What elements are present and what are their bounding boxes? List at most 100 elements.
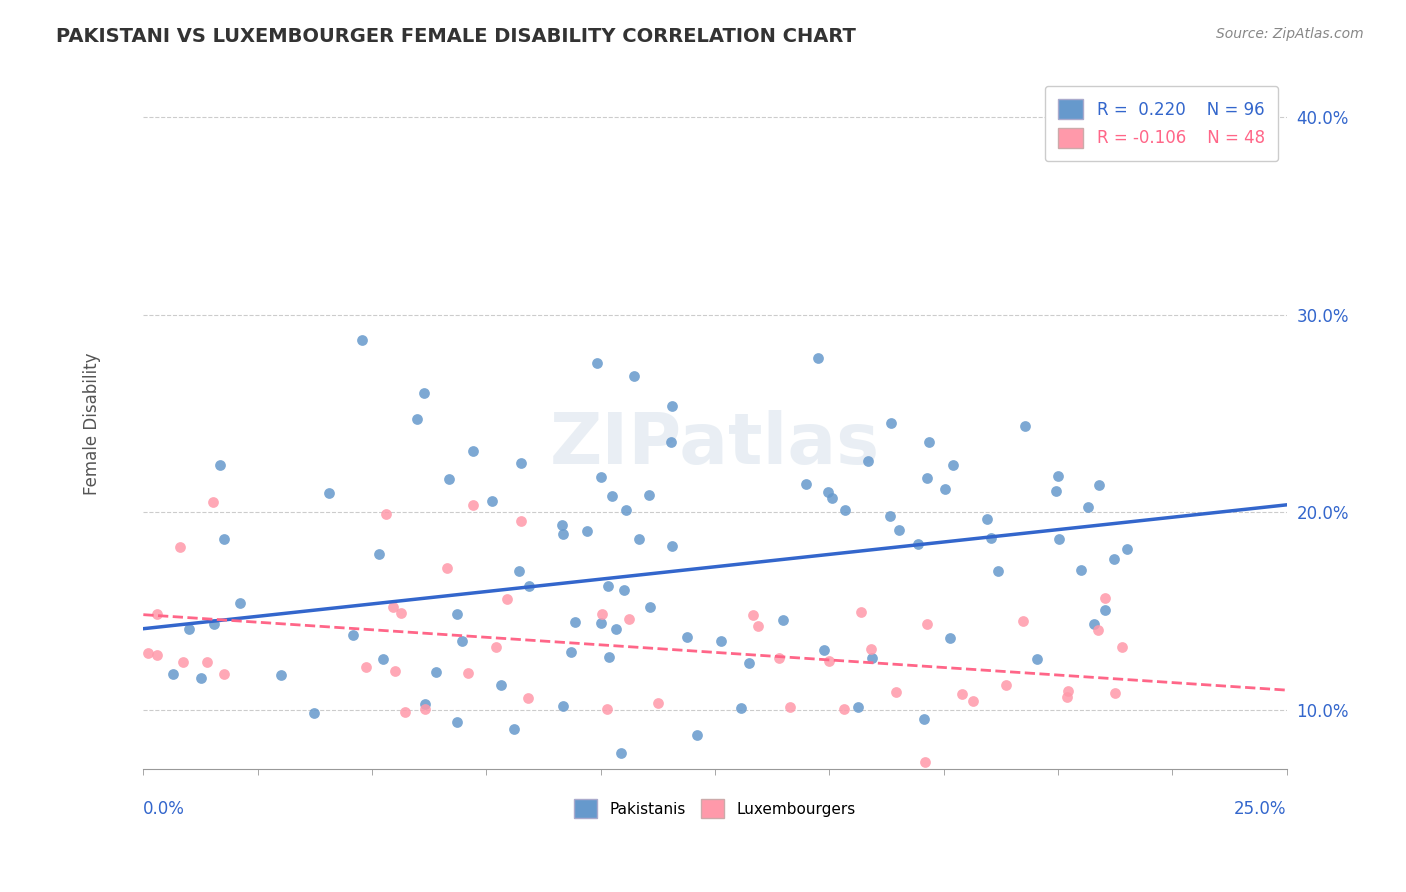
Point — [318, 485, 340, 500]
Point — [1083, 617, 1105, 632]
Point — [270, 668, 292, 682]
Point — [384, 664, 406, 678]
Point — [807, 351, 830, 365]
Point — [598, 650, 620, 665]
Point — [509, 456, 531, 470]
Point — [686, 728, 709, 742]
Point — [907, 537, 929, 551]
Point — [661, 399, 683, 413]
Point — [662, 789, 685, 804]
Point — [1047, 469, 1070, 483]
Point — [446, 714, 468, 729]
Point — [212, 666, 235, 681]
Point — [595, 701, 617, 715]
Point — [950, 687, 973, 701]
Point — [912, 712, 935, 726]
Point — [1087, 624, 1109, 638]
Point — [269, 802, 291, 816]
Point — [1012, 614, 1035, 628]
Point — [613, 583, 636, 598]
Text: 25.0%: 25.0% — [1234, 800, 1286, 818]
Point — [614, 502, 637, 516]
Point — [747, 619, 769, 633]
Point — [858, 454, 880, 468]
Point — [859, 642, 882, 657]
Point — [550, 517, 572, 532]
Point — [914, 755, 936, 769]
Point — [495, 591, 517, 606]
Point — [637, 488, 659, 502]
Point — [917, 471, 939, 485]
Point — [461, 499, 484, 513]
Point — [485, 640, 508, 655]
Point — [879, 509, 901, 524]
Point — [491, 678, 513, 692]
Point — [145, 607, 167, 622]
Point — [214, 532, 236, 546]
Point — [834, 702, 856, 716]
Point — [610, 747, 633, 761]
Point — [1088, 478, 1111, 492]
Point — [1111, 640, 1133, 655]
Point — [1104, 551, 1126, 566]
Point — [519, 579, 541, 593]
Point — [591, 615, 613, 630]
Point — [1094, 591, 1116, 606]
Point — [779, 699, 801, 714]
Point — [229, 596, 252, 610]
Text: 0.0%: 0.0% — [143, 800, 186, 818]
Point — [600, 489, 623, 503]
Point — [413, 697, 436, 711]
Point — [146, 648, 169, 662]
Point — [817, 484, 839, 499]
Point — [437, 472, 460, 486]
Point — [302, 706, 325, 721]
Point — [884, 685, 907, 699]
Point — [794, 476, 817, 491]
Point — [177, 622, 200, 636]
Point — [202, 495, 225, 509]
Point — [742, 607, 765, 622]
Point — [659, 435, 682, 450]
Point — [623, 368, 645, 383]
Point — [1045, 484, 1067, 499]
Point — [851, 605, 873, 619]
Point — [976, 511, 998, 525]
Text: PAKISTANI VS LUXEMBOURGER FEMALE DISABILITY CORRELATION CHART: PAKISTANI VS LUXEMBOURGER FEMALE DISABIL… — [56, 27, 856, 45]
Point — [1047, 532, 1070, 546]
Point — [457, 665, 479, 680]
Point — [373, 651, 395, 665]
Point — [508, 564, 530, 578]
Point — [461, 443, 484, 458]
Point — [813, 642, 835, 657]
Point — [354, 660, 377, 674]
Point — [481, 493, 503, 508]
Point — [848, 700, 870, 714]
Point — [987, 564, 1010, 578]
Point — [202, 617, 225, 632]
Point — [676, 631, 699, 645]
Point — [915, 616, 938, 631]
Point — [1094, 603, 1116, 617]
Point — [794, 780, 817, 794]
Point — [350, 333, 373, 347]
Point — [138, 802, 160, 816]
Point — [274, 781, 297, 796]
Point — [374, 508, 396, 522]
Point — [628, 532, 651, 546]
Point — [367, 547, 389, 561]
Point — [918, 434, 941, 449]
Point — [1056, 690, 1078, 705]
Point — [415, 702, 437, 716]
Text: ZIPatlas: ZIPatlas — [550, 409, 880, 479]
Point — [436, 560, 458, 574]
Point — [605, 622, 627, 636]
Point — [617, 612, 640, 626]
Point — [553, 698, 575, 713]
Point — [1077, 500, 1099, 515]
Point — [1025, 651, 1047, 665]
Point — [503, 722, 526, 736]
Point — [995, 678, 1018, 692]
Point — [172, 655, 194, 669]
Point — [585, 356, 607, 370]
